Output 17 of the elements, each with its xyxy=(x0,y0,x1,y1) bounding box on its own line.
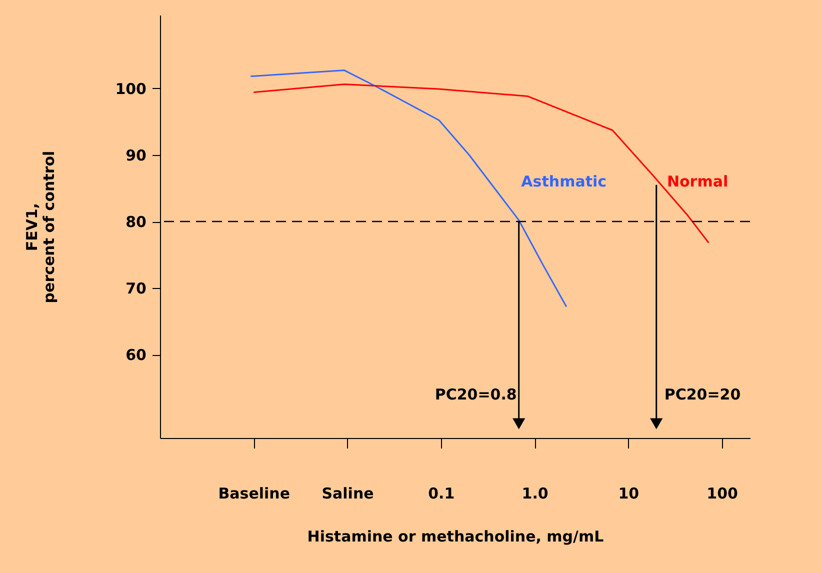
series-label: Asthmatic xyxy=(521,172,607,191)
y-tick-label: 100 xyxy=(115,80,146,98)
x-tick-label: 10 xyxy=(618,484,640,502)
x-axis-title: Histamine or methacholine, mg/mL xyxy=(307,528,604,546)
series-label: Normal xyxy=(666,172,728,191)
x-tick-label: Baseline xyxy=(218,484,290,502)
annotation: PC20=0.8 xyxy=(434,385,517,404)
y-tick-label: 90 xyxy=(126,146,146,164)
y-axis-title: FEV1, percent of control xyxy=(23,150,58,304)
x-tick-label: 1.0 xyxy=(522,484,548,502)
x-tick-label: Saline xyxy=(322,484,374,502)
y-tick-label: 60 xyxy=(126,346,146,364)
y-tick-label: 80 xyxy=(126,213,146,232)
x-tick-label: 0.1 xyxy=(428,484,455,502)
y-tick-label: 70 xyxy=(126,280,146,298)
x-tick-label: 100 xyxy=(706,484,738,502)
annotation: PC20=20 xyxy=(664,385,741,404)
